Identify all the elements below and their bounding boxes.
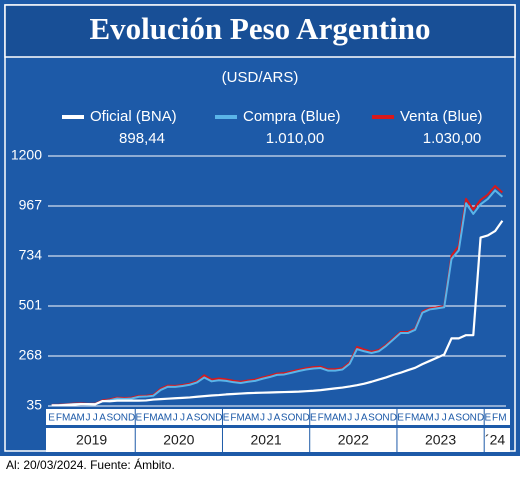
x-tick-label: M xyxy=(324,413,332,424)
x-tick-label: S xyxy=(455,413,462,424)
x-tick-label: E xyxy=(48,413,55,424)
x-tick-label: E xyxy=(484,413,491,424)
series-line xyxy=(51,189,504,407)
x-tick-label: J xyxy=(354,413,359,424)
x-tick-label: J xyxy=(173,413,178,424)
x-tick-label: M xyxy=(338,413,346,424)
year-strip xyxy=(46,428,510,452)
x-tick-label: S xyxy=(106,413,113,424)
x-tick-label: F xyxy=(405,413,411,424)
x-tick-label: E xyxy=(223,413,230,424)
x-tick-label: D xyxy=(215,413,222,424)
year-label: 2020 xyxy=(163,432,194,448)
x-tick-label: J xyxy=(267,413,272,424)
x-tick-label: N xyxy=(208,413,215,424)
legend-latest: 898,44 xyxy=(119,130,165,147)
x-tick-label: O xyxy=(113,413,121,424)
x-tick-label: E xyxy=(397,413,404,424)
subtitle: (USD/ARS) xyxy=(222,69,299,86)
legend-label: Compra (Blue) xyxy=(243,108,341,125)
x-tick-label: E xyxy=(136,413,143,424)
x-tick-label: J xyxy=(434,413,439,424)
year-label: 2023 xyxy=(425,432,456,448)
x-tick-label: M xyxy=(164,413,172,424)
x-tick-label: J xyxy=(442,413,447,424)
x-tick-label: O xyxy=(462,413,470,424)
x-tick-label: S xyxy=(368,413,375,424)
x-tick-label: N xyxy=(382,413,389,424)
x-tick-label: A xyxy=(186,413,193,424)
x-tick-label: O xyxy=(375,413,383,424)
y-tick-label: 501 xyxy=(19,297,43,313)
x-tick-label: A xyxy=(245,413,252,424)
year-label: 2019 xyxy=(76,432,107,448)
x-tick-label: J xyxy=(93,413,98,424)
chart-title: Evolución Peso Argentino xyxy=(89,11,430,46)
x-tick-label: M xyxy=(425,413,433,424)
x-tick-label: F xyxy=(56,413,62,424)
x-tick-label: A xyxy=(99,413,106,424)
x-tick-label: O xyxy=(288,413,296,424)
footnote: Al: 20/03/2024. Fuente: Ámbito. xyxy=(6,457,175,472)
x-axis-strip xyxy=(46,409,510,425)
x-tick-label: D xyxy=(477,413,484,424)
y-tick-label: 268 xyxy=(19,347,43,363)
legend-latest: 1.030,00 xyxy=(423,130,481,147)
x-tick-label: A xyxy=(157,413,164,424)
x-tick-label: J xyxy=(347,413,352,424)
legend-latest: 1.010,00 xyxy=(266,130,324,147)
x-tick-label: M xyxy=(236,413,244,424)
series-line xyxy=(51,220,504,407)
x-tick-label: N xyxy=(470,413,477,424)
x-tick-label: J xyxy=(85,413,90,424)
y-tick-label: 967 xyxy=(19,197,43,213)
y-tick-label: 734 xyxy=(19,247,43,263)
x-tick-label: F xyxy=(230,413,236,424)
x-tick-label: M xyxy=(498,413,506,424)
x-tick-label: O xyxy=(200,413,208,424)
x-tick-label: F xyxy=(143,413,149,424)
x-tick-label: F xyxy=(492,413,498,424)
legend-label: Venta (Blue) xyxy=(400,108,483,125)
x-tick-label: A xyxy=(419,413,426,424)
x-tick-label: D xyxy=(128,413,135,424)
x-tick-label: M xyxy=(77,413,85,424)
legend-label: Oficial (BNA) xyxy=(90,108,177,125)
y-tick-label: 1200 xyxy=(11,147,42,163)
x-tick-label: M xyxy=(149,413,157,424)
x-tick-label: A xyxy=(448,413,455,424)
x-tick-label: D xyxy=(390,413,397,424)
x-tick-label: J xyxy=(260,413,265,424)
x-tick-label: E xyxy=(310,413,317,424)
x-tick-label: J xyxy=(180,413,185,424)
x-tick-label: M xyxy=(251,413,259,424)
x-tick-label: N xyxy=(121,413,128,424)
x-tick-label: A xyxy=(70,413,77,424)
x-tick-label: S xyxy=(281,413,288,424)
year-label: 2021 xyxy=(251,432,282,448)
x-tick-label: A xyxy=(332,413,339,424)
year-label: 2022 xyxy=(338,432,369,448)
x-tick-label: F xyxy=(318,413,324,424)
x-tick-label: N xyxy=(295,413,302,424)
y-tick-label: 35 xyxy=(26,397,42,413)
x-tick-label: M xyxy=(62,413,70,424)
x-tick-label: A xyxy=(361,413,368,424)
x-tick-label: M xyxy=(411,413,419,424)
x-tick-label: A xyxy=(274,413,281,424)
year-label: ´24 xyxy=(485,432,505,448)
x-tick-label: D xyxy=(302,413,309,424)
title-band xyxy=(4,4,516,58)
x-tick-label: S xyxy=(194,413,201,424)
